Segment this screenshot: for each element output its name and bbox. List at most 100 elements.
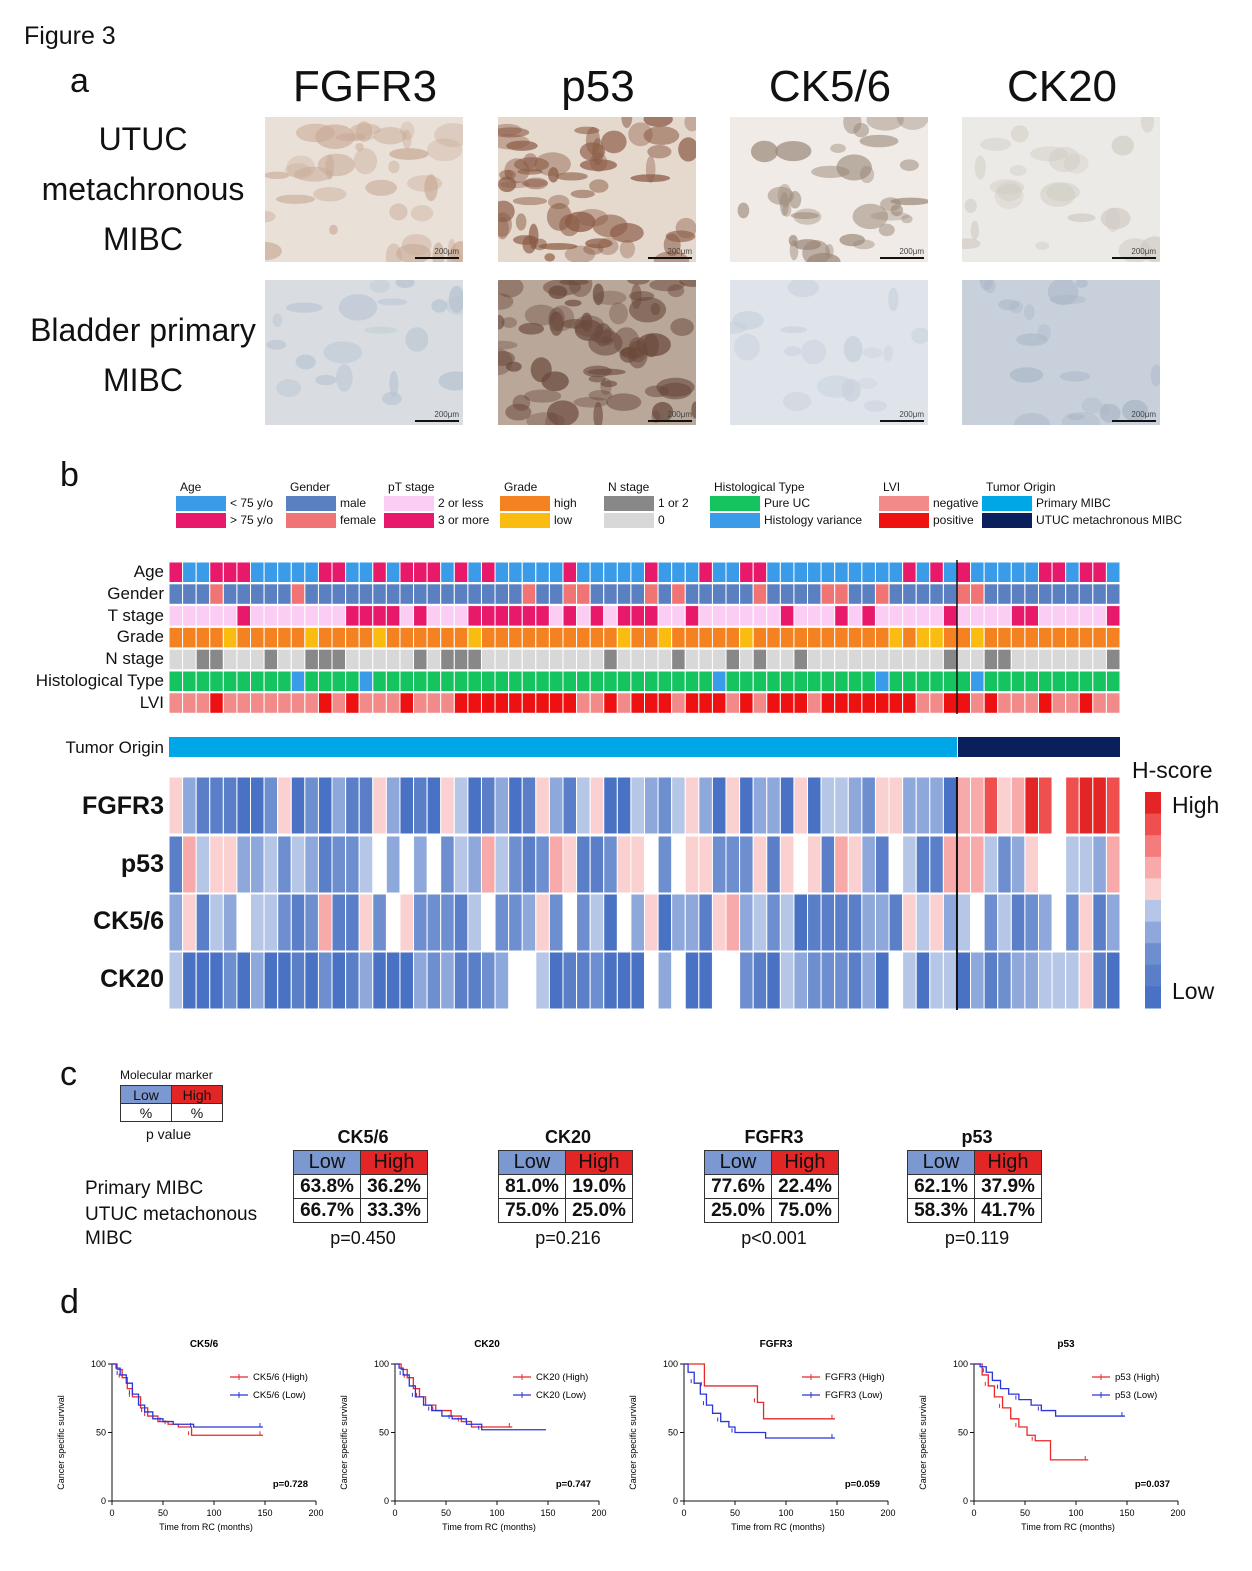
clinical-cell [671, 583, 686, 605]
header-high: High [565, 1150, 633, 1175]
hscore-cell [861, 835, 876, 894]
legend-swatch-7-1 [982, 513, 1032, 528]
legend-label-5-0: Pure UC [764, 496, 811, 510]
scale-line [648, 257, 692, 259]
clinical-cell [521, 670, 537, 692]
hscore-cell [508, 776, 523, 835]
clinical-cell [548, 605, 564, 627]
percent-cell: 77.6% [704, 1174, 772, 1199]
km-plot-3: p53 0 50 100 0 50 100 150 200 Time from RC (month… [918, 1339, 1186, 1532]
clinical-cell [168, 670, 184, 692]
clinical-cell [970, 561, 985, 583]
clinical-cell [684, 605, 700, 627]
clinical-cell [915, 561, 931, 583]
hscore-cell [209, 951, 224, 1010]
clinical-cell [671, 670, 686, 692]
clinical-cell [508, 626, 523, 649]
hscore-cell [1024, 776, 1039, 835]
clinical-cell [182, 648, 197, 671]
percent-cell: 33.3% [360, 1198, 428, 1223]
ihc-image-1-2: 200μm [498, 117, 696, 262]
hscore-cell [793, 776, 809, 835]
hscore-cell [698, 893, 713, 952]
clinical-cell [317, 561, 333, 583]
clinical-cell [250, 583, 265, 605]
clinical-cell [548, 561, 564, 583]
hscore-cell [494, 951, 510, 1010]
hscore-cell [548, 835, 564, 894]
clinical-cell [195, 583, 211, 605]
hscore-cell [983, 951, 999, 1010]
ihc-image-2-4: 200μm [962, 280, 1160, 425]
colorbar-step [1145, 997, 1161, 1004]
colorbar-step [1145, 905, 1161, 912]
clinical-cell [847, 583, 863, 605]
clinical-cell [684, 583, 700, 605]
colorbar-step [1145, 948, 1161, 955]
clinical-cell [385, 626, 401, 649]
legend-swatch-6-1 [879, 513, 929, 528]
clinical-cell [861, 583, 876, 605]
legend-swatch-0-1 [176, 513, 226, 528]
legend-swatch-2-0 [384, 496, 434, 511]
hscore-cell [671, 952, 686, 1009]
clinical-cell [1010, 626, 1026, 649]
km-pvalue: p=0.059 [845, 1479, 880, 1490]
km-pvalue: p=0.747 [556, 1479, 591, 1490]
clinical-cell [521, 561, 537, 583]
hscore-cell [168, 776, 184, 835]
hscore-cell [684, 893, 700, 952]
clinical-cell [983, 648, 999, 671]
hscore-cell [1052, 894, 1066, 951]
hscore-cell [1037, 776, 1053, 835]
hscore-cell [589, 893, 605, 952]
ctable-title-1: CK20 [544, 1127, 592, 1147]
scale-label: 200μm [434, 410, 459, 419]
hscore-cell [1065, 893, 1080, 952]
legend-title-2: pT stage [388, 480, 435, 494]
y-tick-label: 100 [91, 1359, 106, 1369]
hscore-cell [480, 835, 496, 894]
clinical-cell [657, 692, 673, 714]
legend-label: CK20 (Low) [536, 1390, 586, 1401]
origin-bar-primary [169, 737, 957, 757]
clinical-cell [698, 605, 713, 627]
clinical-cell [1092, 626, 1107, 649]
hscore-cell [997, 951, 1012, 1010]
scale-bar: 200μm [648, 247, 692, 259]
scale-bar: 200μm [880, 410, 924, 422]
clinical-cell [807, 605, 822, 627]
hscore-cell [1105, 951, 1121, 1010]
clinical-cell [508, 648, 523, 671]
clinical-cell [385, 692, 401, 714]
clinical-cell [250, 692, 265, 714]
key-title: Molecular marker [120, 1068, 213, 1082]
legend-label-4-0: 1 or 2 [658, 496, 689, 510]
clinical-cell [290, 583, 306, 605]
hscore-cell [467, 835, 482, 894]
y-axis-label: Cancer specific survival [628, 1395, 638, 1490]
clinical-cell [508, 583, 523, 605]
hscore-cell [195, 776, 211, 835]
hscore-cell [548, 893, 564, 952]
hscore-cell [290, 776, 306, 835]
hscore-cell [779, 893, 795, 952]
scale-label: 200μm [1131, 410, 1156, 419]
clinical-cell [480, 692, 496, 714]
row-label-mibc: MIBC [85, 1228, 133, 1249]
clinical-cell [834, 626, 849, 649]
km-plot-2: FGFR3 0 50 100 0 50 100 150 200 Time from RC (mon… [628, 1339, 896, 1532]
hscore-cell [182, 893, 197, 952]
hscore-cell [970, 951, 985, 1010]
hscore-cell [399, 893, 415, 952]
hscore-cell [372, 893, 387, 952]
hscore-cell [1078, 951, 1094, 1010]
clinical-cell [1065, 670, 1080, 692]
scale-bar: 200μm [880, 247, 924, 259]
clinical-cell [929, 648, 944, 671]
ctable-3: Low High 62.1% 37.9% 58.3% 41.7% [907, 1150, 1042, 1223]
clinical-cell [630, 561, 646, 583]
colorbar-step [1145, 1002, 1161, 1009]
clinical-cell [711, 648, 727, 671]
clinical-cell [331, 583, 347, 605]
